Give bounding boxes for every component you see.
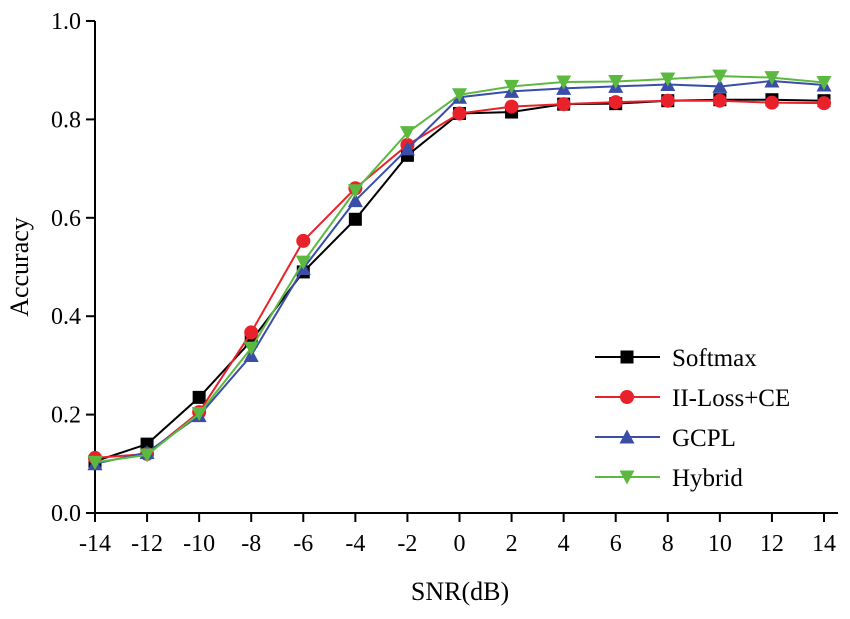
legend-item: Hybrid	[595, 465, 743, 492]
x-tick-label: 8	[662, 531, 674, 557]
y-tick-label: 0.8	[51, 107, 81, 133]
series-group	[87, 69, 832, 471]
x-tick-label: 0	[454, 531, 466, 557]
legend-marker	[619, 429, 635, 444]
legend-marker	[620, 350, 634, 364]
data-point	[556, 75, 572, 90]
y-tick-label: 0.6	[51, 206, 81, 232]
data-point	[764, 71, 780, 86]
x-tick-label: 6	[610, 531, 622, 557]
data-point	[399, 126, 415, 141]
data-point	[816, 76, 832, 90]
legend-item: II-Loss+CE	[595, 385, 790, 412]
y-axis-label: Accuracy	[5, 217, 34, 317]
x-axis-label: SNR(dB)	[411, 577, 509, 606]
x-tick-label: -14	[79, 531, 111, 557]
x-tick-label: 2	[506, 531, 518, 557]
data-point	[87, 455, 103, 470]
data-point	[296, 233, 311, 248]
data-point	[660, 72, 676, 87]
data-point	[347, 184, 363, 199]
data-point	[139, 448, 155, 463]
legend-label: GCPL	[672, 425, 736, 452]
y-tick-label: 0.2	[51, 403, 81, 429]
y-tick-label: 0.0	[51, 501, 81, 527]
axes: -14 -12 -10 -8 -6 -4 -2 0 2 4 6 8 10 12 14 0.0 0.2 0.4 0.6…	[51, 9, 838, 557]
data-point	[452, 88, 467, 103]
x-tick-label: -8	[241, 531, 261, 557]
x-tick-label: -6	[293, 531, 313, 557]
data-point	[556, 97, 571, 112]
data-point	[452, 106, 467, 121]
legend-item: GCPL	[595, 425, 736, 452]
data-point	[712, 69, 728, 84]
data-point	[347, 193, 363, 208]
data-point	[243, 341, 259, 356]
x-tick-label: 4	[558, 531, 570, 557]
data-point	[192, 390, 206, 404]
legend-label: Softmax	[672, 345, 757, 372]
legend-marker	[620, 390, 634, 404]
data-point	[764, 95, 779, 110]
data-point	[504, 79, 520, 94]
x-tick-label: -2	[397, 531, 417, 557]
legend-item: Softmax	[595, 345, 757, 372]
y-tick-label: 1.0	[51, 9, 81, 35]
legend-label: II-Loss+CE	[672, 385, 790, 412]
data-point	[608, 75, 624, 90]
legend-label: Hybrid	[672, 465, 743, 492]
x-tick-label: -10	[183, 531, 215, 557]
data-point	[712, 93, 727, 108]
data-point	[660, 93, 675, 108]
x-tick-label: -12	[131, 531, 163, 557]
x-tick-label: -4	[345, 531, 365, 557]
data-point	[817, 96, 831, 111]
data-point	[140, 437, 154, 451]
data-point	[399, 141, 415, 156]
data-point	[191, 407, 207, 422]
x-tick-label: 10	[708, 531, 732, 557]
series-hybrid	[87, 69, 832, 470]
legend: Softmax II-Loss+CE GCPL Hybrid	[595, 345, 790, 492]
x-tick-label: 12	[760, 531, 784, 557]
data-point	[712, 78, 728, 93]
data-point	[244, 325, 259, 340]
data-point	[295, 255, 311, 270]
data-point	[348, 212, 362, 226]
data-point	[504, 99, 519, 114]
x-tick-label: 14	[812, 531, 836, 557]
data-point	[608, 95, 623, 110]
y-tick-label: 0.4	[51, 304, 81, 330]
legend-marker	[619, 470, 635, 485]
